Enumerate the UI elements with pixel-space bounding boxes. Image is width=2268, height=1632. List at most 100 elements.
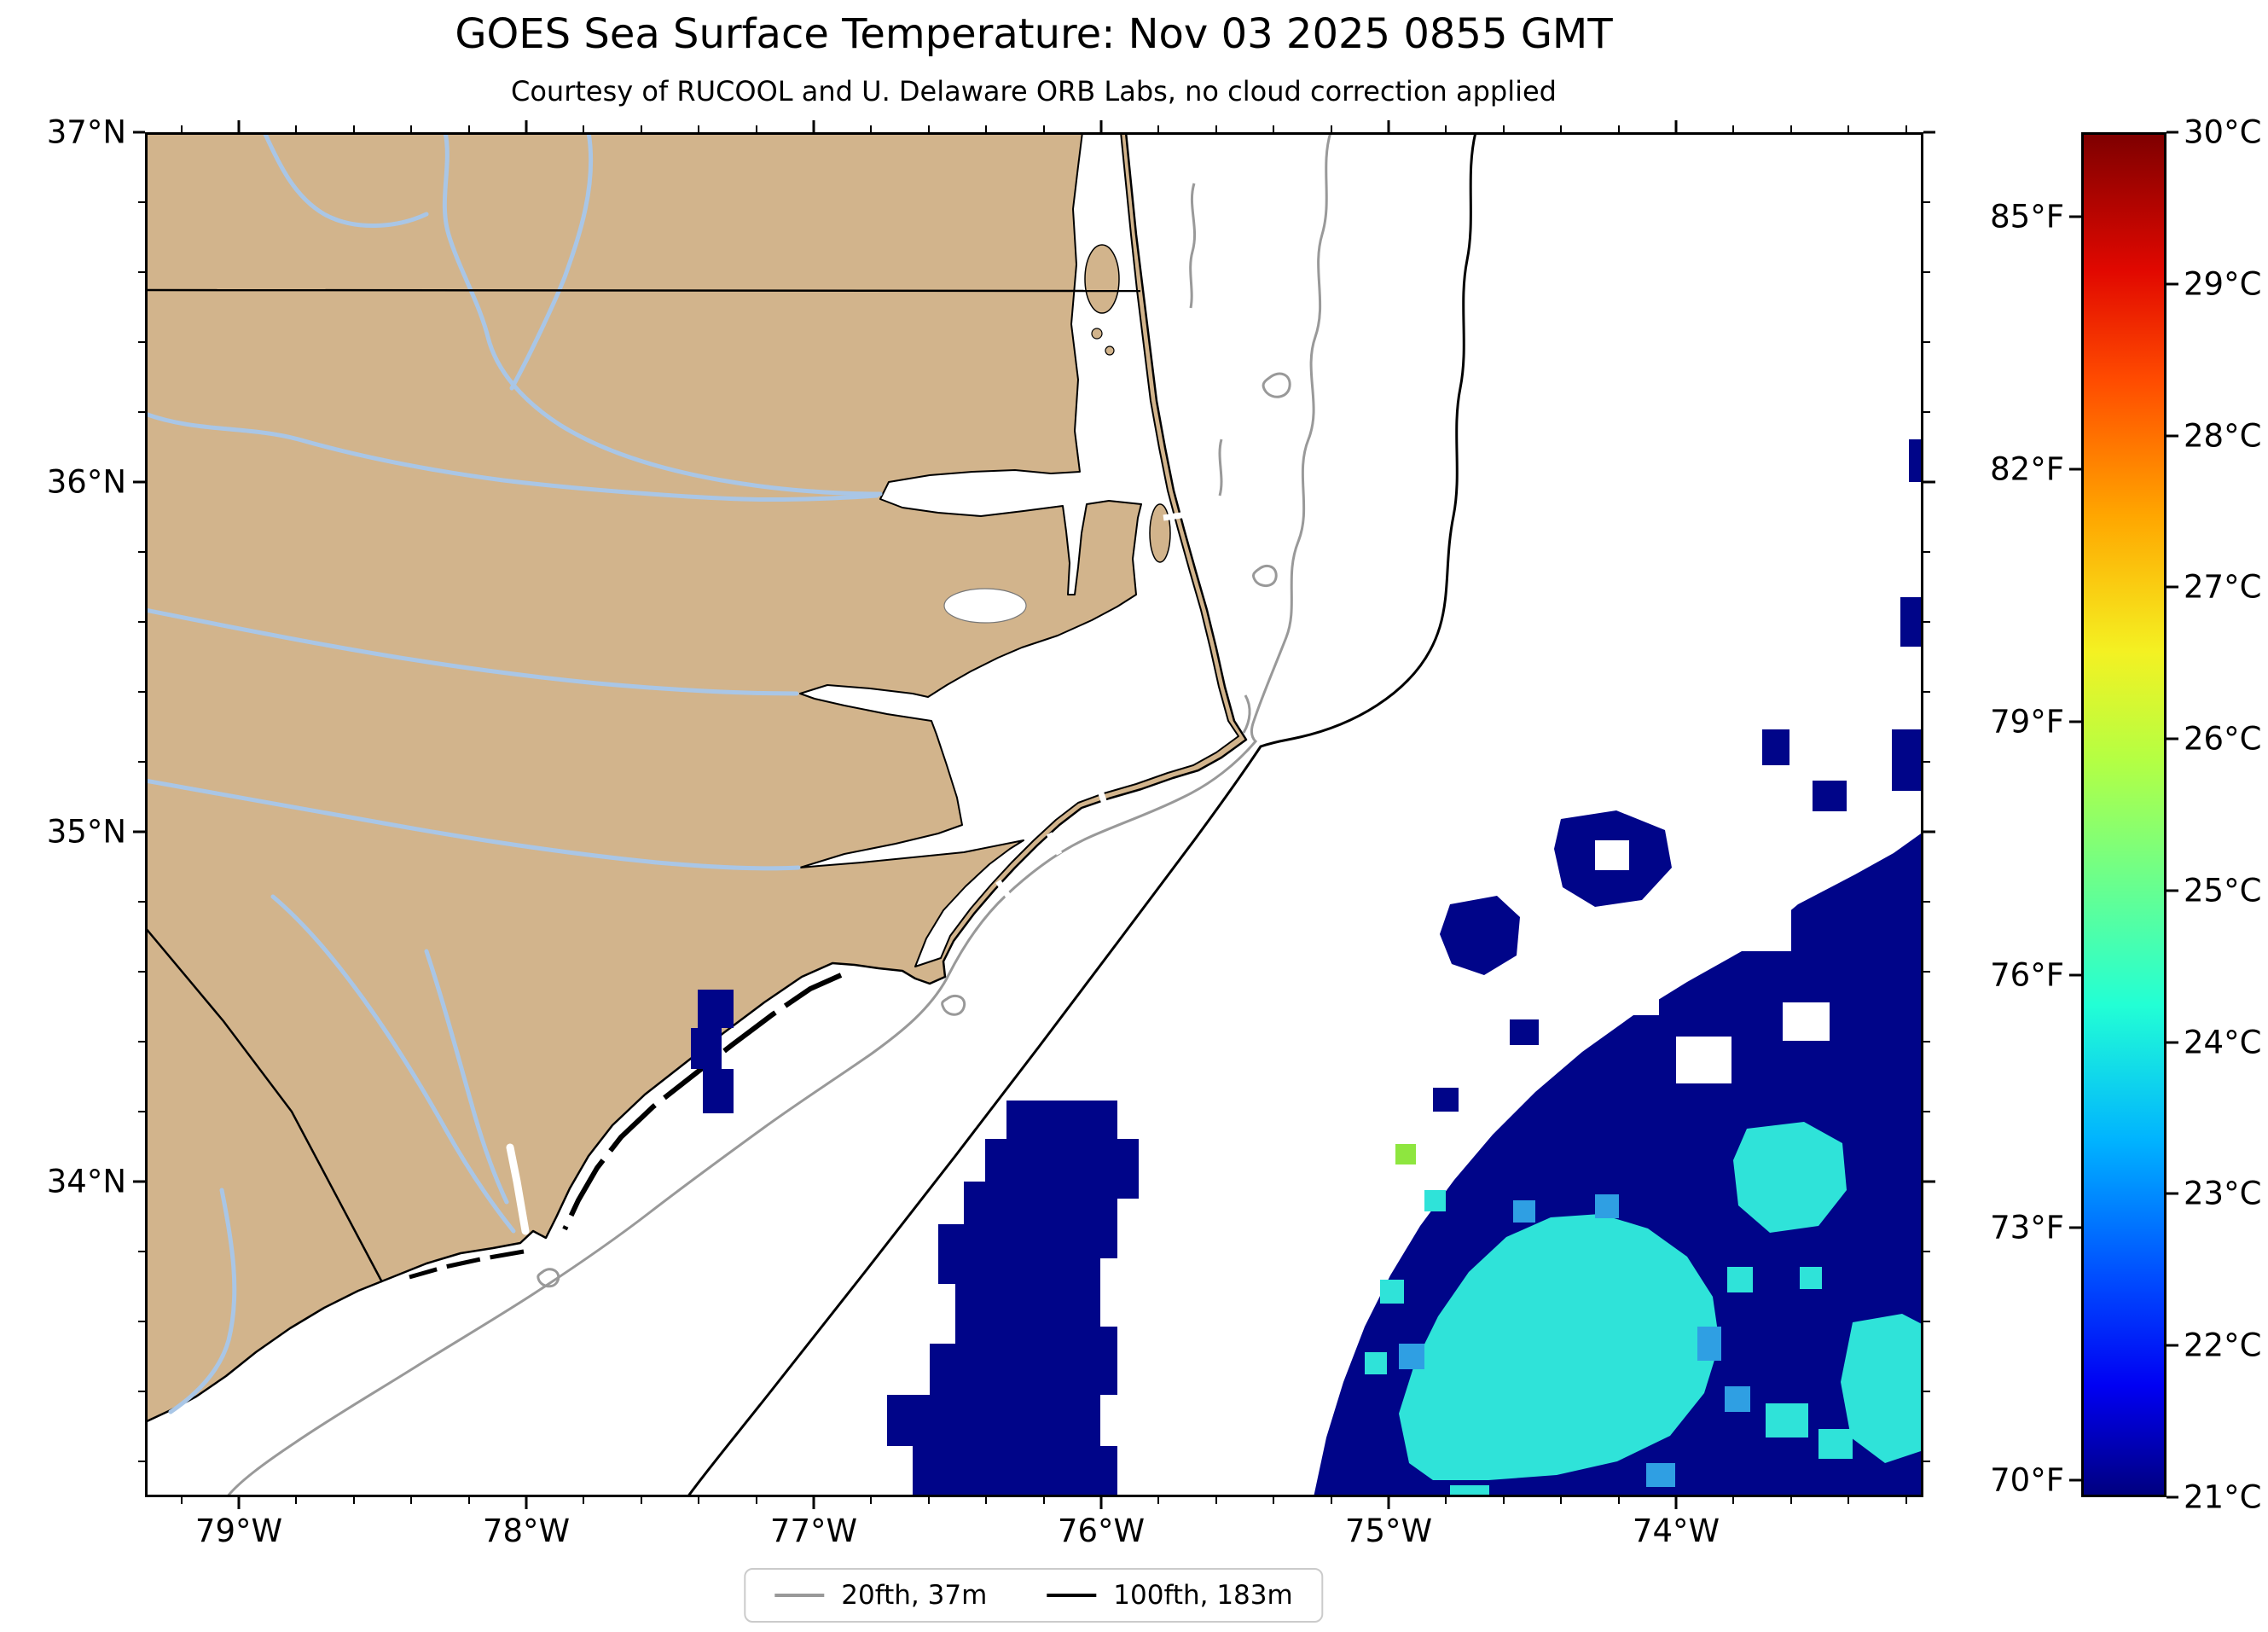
knotts-island xyxy=(1084,244,1120,314)
river xyxy=(424,949,509,1205)
inlet xyxy=(995,879,1012,901)
axis-minor-tick xyxy=(1330,125,1332,132)
sst-patch-sst_cyan xyxy=(1733,1122,1847,1233)
bathymetry-100fth-contour xyxy=(686,132,1477,1497)
axis-minor-tick xyxy=(1923,551,1930,553)
barrier-island-strip xyxy=(409,1249,525,1280)
axis-minor-tick xyxy=(1157,125,1160,132)
axis-minor-tick xyxy=(1923,1111,1930,1112)
legend-line-100fth xyxy=(1047,1594,1097,1597)
marsh-islet xyxy=(1091,328,1103,340)
axis-minor-tick xyxy=(1789,125,1792,132)
axis-minor-tick xyxy=(1617,125,1620,132)
colorbar-tick xyxy=(2069,215,2081,218)
axis-minor-tick xyxy=(1042,125,1045,132)
axis-tick xyxy=(133,480,145,484)
inlet xyxy=(1046,832,1063,856)
axis-tick xyxy=(133,131,145,134)
colorbar-celsius-label: 25°C xyxy=(2184,872,2262,909)
axis-minor-tick xyxy=(1042,1497,1045,1504)
axis-minor-tick xyxy=(138,1111,145,1112)
axis-minor-tick xyxy=(698,1497,700,1504)
va-nc-border-line xyxy=(145,288,1141,293)
axis-minor-tick xyxy=(295,125,298,132)
axis-minor-tick xyxy=(180,125,183,132)
axis-minor-tick xyxy=(870,1497,873,1504)
axis-minor-tick xyxy=(870,125,873,132)
colorbar-celsius-label: 24°C xyxy=(2184,1024,2262,1061)
page-title: GOES Sea Surface Temperature: Nov 03 202… xyxy=(455,10,1613,58)
axis-minor-tick xyxy=(755,1497,757,1504)
colorbar-tick xyxy=(2166,1041,2178,1044)
sst-cell-sst_navy xyxy=(1762,729,1789,765)
axis-tick xyxy=(1674,120,1678,132)
axis-minor-tick xyxy=(985,1497,988,1504)
axis-minor-tick xyxy=(410,1497,413,1504)
axis-minor-tick xyxy=(352,1497,355,1504)
sst-cell-sst_cyan xyxy=(1450,1485,1489,1497)
lat-tick-label: 36°N xyxy=(46,463,126,501)
sst-cell-white xyxy=(1719,900,1791,951)
sst-patch-sst_navy xyxy=(691,990,734,1113)
axis-minor-tick xyxy=(640,125,642,132)
colorbar-celsius-label: 21°C xyxy=(2184,1478,2262,1516)
banks-inlets xyxy=(995,511,1188,901)
axis-minor-tick xyxy=(138,691,145,693)
axis-minor-tick xyxy=(1732,125,1735,132)
axis-tick xyxy=(1923,830,1935,833)
legend-line-20fth xyxy=(774,1594,825,1597)
barrier-island-strip xyxy=(562,973,843,1231)
colorbar-celsius-label: 27°C xyxy=(2184,568,2262,606)
colorbar-fahrenheit-label: 70°F xyxy=(1990,1461,2064,1499)
axis-minor-tick xyxy=(1273,125,1275,132)
axis-tick xyxy=(812,120,815,132)
axis-tick xyxy=(1923,480,1935,484)
sst-patch-sst_cyan xyxy=(1399,1214,1720,1480)
sst-cell-sst_blue xyxy=(1399,1344,1424,1369)
lon-tick-label: 79°W xyxy=(194,1513,283,1549)
sst-cell-sst_cyan xyxy=(1380,1280,1404,1304)
axis-tick xyxy=(1923,131,1935,134)
axis-minor-tick xyxy=(1923,1251,1930,1252)
axis-minor-tick xyxy=(138,901,145,903)
colorbar-fahrenheit-label: 76°F xyxy=(1990,956,2064,994)
sst-cell-sst_green xyxy=(1395,1144,1416,1164)
legend: 20fth, 37m 100fth, 183m xyxy=(744,1568,1324,1623)
sst-cell-sst_cyan xyxy=(1727,1267,1753,1292)
river xyxy=(509,132,594,391)
axis-minor-tick xyxy=(1923,971,1930,973)
colorbar-tick xyxy=(2069,720,2081,723)
sst-data-layer xyxy=(691,439,1923,1497)
map-plot-area: 37°N 36°N 35°N 34°N 79°W 78°W 77°W 76°W 75°W 74°W xyxy=(47,114,1935,1549)
axis-minor-tick xyxy=(138,971,145,973)
sst-patch-sst_cyan xyxy=(1841,1314,1923,1463)
axis-minor-tick xyxy=(1445,1497,1447,1504)
sst-cell-sst_navy xyxy=(1510,1019,1539,1045)
axis-minor-tick xyxy=(138,1041,145,1043)
axis-minor-tick xyxy=(138,201,145,203)
colorbar-celsius-label: 22°C xyxy=(2184,1327,2262,1364)
inlet xyxy=(1097,789,1111,813)
axis-tick xyxy=(525,120,528,132)
sst-cell-white xyxy=(1676,1037,1731,1083)
colorbar-tick xyxy=(2166,889,2178,892)
axis-minor-tick xyxy=(583,1497,585,1504)
southern-barrier-islands xyxy=(409,967,843,1280)
axis-minor-tick xyxy=(1923,901,1930,903)
axis-minor-tick xyxy=(1789,1497,1792,1504)
colorbar-celsius-label: 26°C xyxy=(2184,720,2262,758)
axis-minor-tick xyxy=(1923,621,1930,623)
sst-cell-sst_navy xyxy=(1892,729,1923,791)
sst-cell-sst_navy xyxy=(1813,781,1847,811)
axis-minor-tick xyxy=(1732,1497,1735,1504)
cape-fear-estuary xyxy=(506,1143,530,1235)
axis-minor-tick xyxy=(138,271,145,273)
axis-minor-tick xyxy=(138,551,145,553)
axis-tick xyxy=(133,1180,145,1183)
axis-minor-tick xyxy=(1847,1497,1850,1504)
legend-entry-20fth: 20fth, 37m xyxy=(774,1580,987,1611)
lon-tick-label: 76°W xyxy=(1057,1513,1146,1549)
colorbar-celsius-label: 23°C xyxy=(2184,1175,2262,1212)
sst-cell-sst_blue xyxy=(1513,1200,1535,1223)
state-borders xyxy=(145,288,1141,1283)
